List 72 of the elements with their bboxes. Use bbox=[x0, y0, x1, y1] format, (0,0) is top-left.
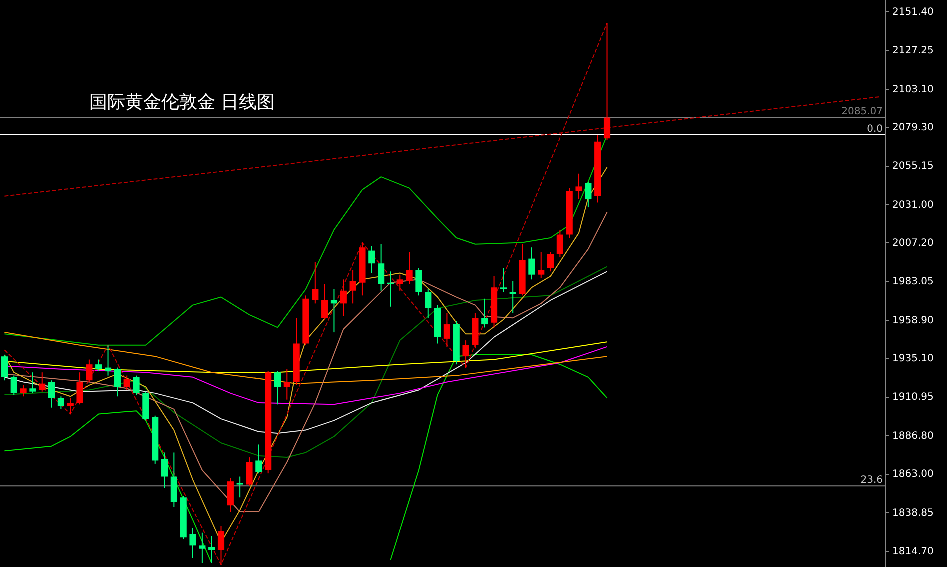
candlestick bbox=[510, 280, 516, 314]
candlestick bbox=[378, 244, 385, 292]
candlestick bbox=[124, 375, 130, 391]
y-tick-label: 2103.10 bbox=[892, 84, 934, 96]
candlestick bbox=[96, 359, 102, 372]
candlestick bbox=[218, 526, 225, 566]
candlestick bbox=[462, 340, 470, 368]
ref-line-label: 2085.07 bbox=[842, 106, 883, 118]
y-tick-label: 1838.85 bbox=[892, 508, 934, 519]
candlestick bbox=[67, 398, 74, 415]
y-tick-label: 1983.05 bbox=[892, 276, 934, 288]
y-tick-label: 1910.95 bbox=[892, 392, 934, 404]
candlestick bbox=[10, 375, 18, 396]
y-tick-label: 1935.10 bbox=[892, 354, 934, 365]
candlestick bbox=[58, 396, 64, 410]
candlestick bbox=[482, 298, 488, 328]
y-tick-label: 2079.30 bbox=[892, 122, 934, 134]
candlestick bbox=[538, 252, 545, 279]
candlestick bbox=[48, 380, 56, 408]
candlestick bbox=[39, 372, 46, 392]
candlestick bbox=[444, 312, 451, 348]
candlestick bbox=[208, 536, 216, 564]
line-series bbox=[4, 410, 212, 564]
candlestick bbox=[274, 370, 282, 406]
y-tick-label: 2127.25 bbox=[892, 46, 934, 57]
candlestick bbox=[396, 274, 404, 292]
y-tick-label: 2007.20 bbox=[892, 238, 934, 249]
candlestick bbox=[76, 372, 84, 406]
line-series bbox=[390, 354, 608, 561]
line-series bbox=[4, 266, 608, 458]
text: 国际黄金伦敦金 日线图 bbox=[90, 92, 276, 113]
candlestick bbox=[133, 375, 140, 396]
candlestick bbox=[350, 270, 356, 304]
candlestick bbox=[190, 528, 196, 560]
candlestick bbox=[556, 229, 564, 258]
candlestick bbox=[387, 271, 394, 308]
y-tick-label: 1958.90 bbox=[892, 315, 934, 326]
candlestick bbox=[161, 452, 168, 488]
candlestick bbox=[86, 359, 93, 383]
candlestick bbox=[368, 246, 376, 274]
y-tick-label: 1863.00 bbox=[892, 469, 934, 480]
candlestick bbox=[199, 532, 206, 564]
y-tick-label: 1814.70 bbox=[892, 546, 934, 558]
candlestick bbox=[104, 344, 112, 376]
candlestick bbox=[114, 367, 121, 398]
candlestick bbox=[585, 181, 592, 208]
candlestick bbox=[236, 476, 244, 498]
y-tick-label: 2031.00 bbox=[892, 200, 934, 211]
candlestick bbox=[500, 268, 507, 293]
candlestick bbox=[604, 22, 611, 141]
y-tick-label: 2151.40 bbox=[892, 6, 934, 18]
candlestick bbox=[547, 252, 554, 272]
candlestick bbox=[406, 252, 413, 285]
candlestick bbox=[312, 262, 319, 304]
candlestick bbox=[246, 457, 253, 487]
y-tick-label: 1886.80 bbox=[892, 430, 934, 442]
y-tick-label: 2055.15 bbox=[892, 161, 934, 172]
candlestick bbox=[30, 372, 36, 394]
annotation: 23.6 bbox=[860, 475, 883, 486]
candlestick bbox=[425, 288, 432, 319]
candlestick bbox=[1, 354, 8, 382]
candlestick bbox=[340, 279, 347, 318]
line-series bbox=[4, 332, 608, 384]
candlestick bbox=[416, 268, 422, 296]
candlestick bbox=[322, 284, 328, 320]
candlestick bbox=[528, 247, 536, 280]
candlestick bbox=[256, 444, 262, 474]
candlestick bbox=[284, 368, 290, 400]
annotation: 0.0 bbox=[867, 124, 883, 135]
candlestick bbox=[20, 384, 27, 398]
candlestick bbox=[576, 173, 582, 200]
candlestick bbox=[330, 288, 338, 334]
